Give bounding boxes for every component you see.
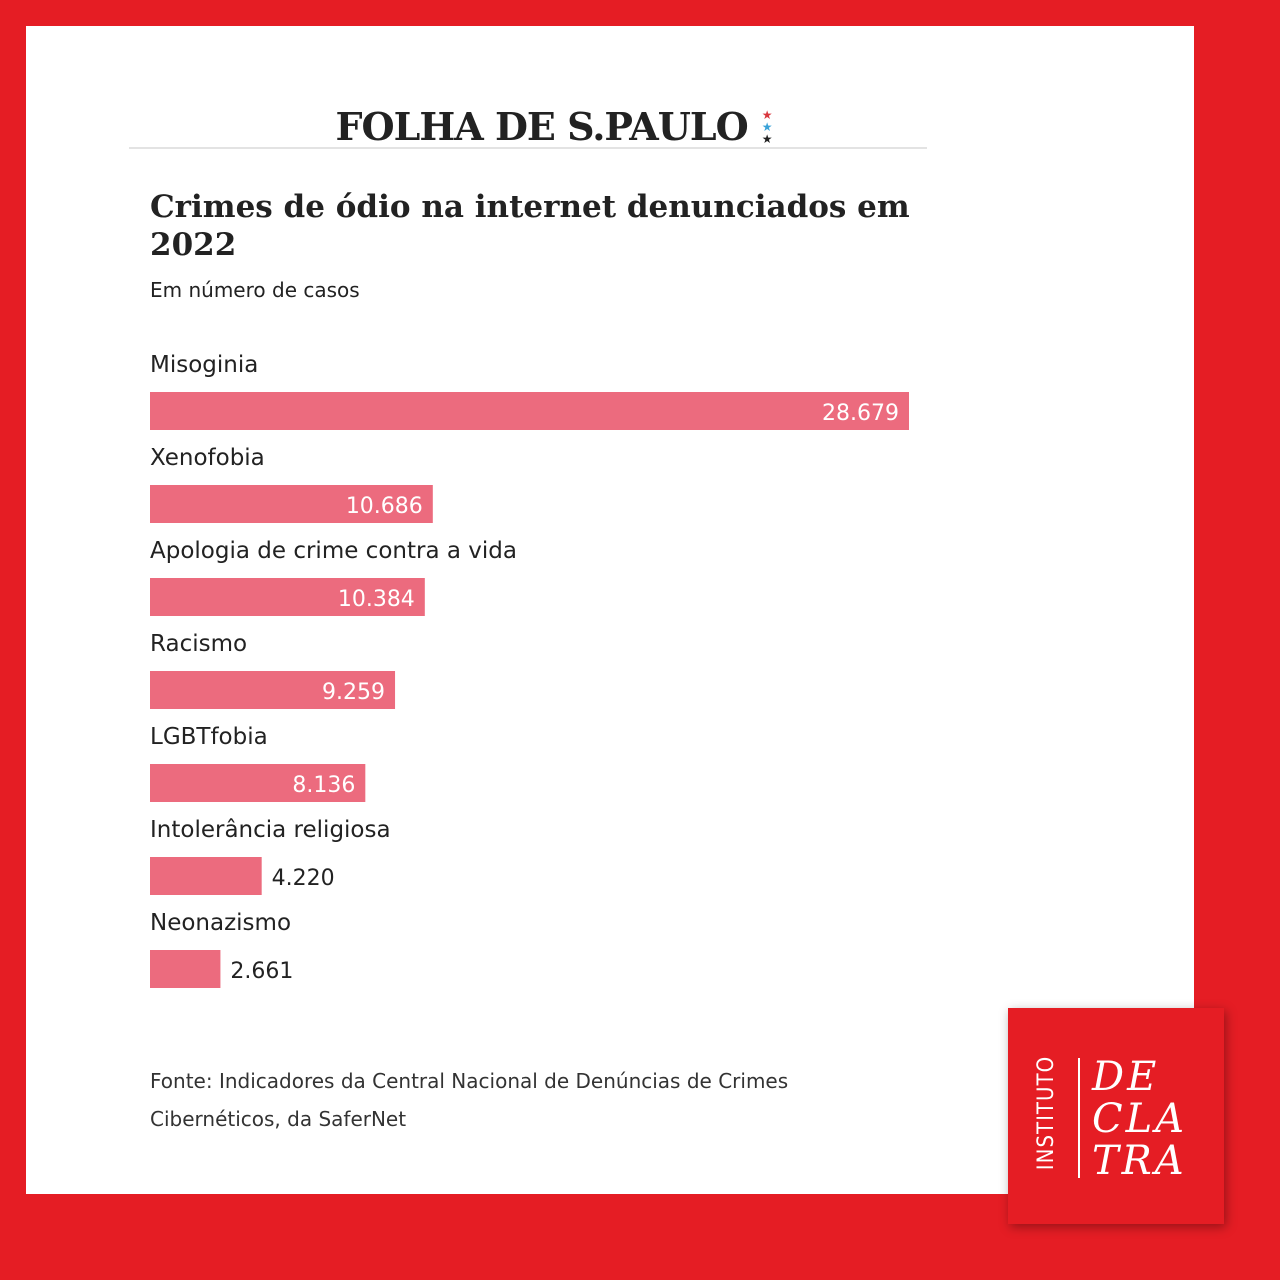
instituto-declatra-logo: INSTITUTO DE CLA TRA <box>1008 1008 1224 1224</box>
value-label: 9.259 <box>322 680 385 705</box>
value-label: 8.136 <box>292 773 355 798</box>
logo-words: DE CLA TRA <box>1092 1056 1187 1182</box>
logo-word-1: DE <box>1092 1054 1160 1100</box>
category-label: Racismo <box>150 631 247 657</box>
stars-icon: ★ ★ ★ <box>761 107 773 146</box>
bar <box>150 671 396 709</box>
bar <box>150 857 262 895</box>
masthead-divider <box>129 147 927 149</box>
value-label: 2.661 <box>230 959 293 984</box>
bar <box>150 764 366 802</box>
bar <box>150 578 425 616</box>
masthead: FOLHA DE S.PAULO ★ ★ ★ <box>26 104 1082 149</box>
bar <box>150 392 909 430</box>
source-note: Fonte: Indicadores da Central Nacional d… <box>150 1069 789 1131</box>
logo-divider <box>1078 1058 1080 1178</box>
category-label: Intolerância religiosa <box>150 817 391 843</box>
category-label: Neonazismo <box>150 910 291 936</box>
logo-vertical-text: INSTITUTO <box>1034 1055 1059 1171</box>
category-label: Misoginia <box>150 352 258 378</box>
bar <box>150 950 221 988</box>
value-label: 10.686 <box>346 494 423 519</box>
chart-title: Crimes de ódio na internet denunciados e… <box>150 189 910 263</box>
chart-subtitle: Em número de casos <box>150 278 360 302</box>
value-label: 10.384 <box>338 587 415 612</box>
value-label: 28.679 <box>822 401 899 426</box>
bar-chart: Misoginia 28.679 Xenofobia 10.686 Apologia d… <box>150 352 909 988</box>
category-label: LGBTfobia <box>150 724 268 750</box>
value-label: 4.220 <box>272 866 335 891</box>
logo-word-2: CLA <box>1092 1096 1188 1142</box>
infographic-card: FOLHA DE S.PAULO ★ ★ ★ Crimes de ódio na… <box>26 26 1194 1194</box>
bar <box>150 485 433 523</box>
category-label: Apologia de crime contra a vida <box>150 538 517 564</box>
brand-logo: FOLHA DE S.PAULO <box>335 104 749 149</box>
logo-word-3: TRA <box>1092 1138 1187 1184</box>
category-label: Xenofobia <box>150 445 265 471</box>
